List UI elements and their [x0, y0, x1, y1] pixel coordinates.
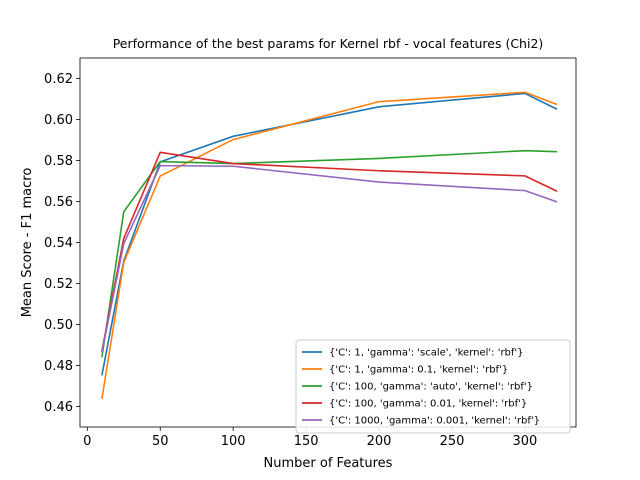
x-tick-label: 100	[221, 434, 246, 449]
y-tick-label: 0.50	[44, 318, 73, 333]
legend-label: {'C': 1000, 'gamma': 0.001, 'kernel': 'r…	[329, 416, 540, 427]
y-tick-label: 0.58	[44, 154, 73, 169]
y-tick-label: 0.46	[44, 400, 73, 415]
x-tick-label: 50	[152, 434, 169, 449]
series-line	[101, 164, 558, 353]
legend-label: {'C': 1, 'gamma': 'scale', 'kernel': 'rb…	[329, 348, 524, 359]
y-axis: 0.46 0.48 0.50 0.52 0.54 0.56 0.58 0.60 0.62	[44, 72, 80, 415]
legend-box	[295, 339, 571, 434]
y-tick-label: 0.54	[44, 236, 73, 251]
y-tick-label: 0.60	[44, 113, 73, 128]
series-line	[101, 151, 558, 352]
x-tick-label: 300	[513, 434, 538, 449]
x-axis: 0 50 100 150 200 250 300	[83, 427, 537, 449]
legend-label: {'C': 100, 'gamma': 'auto', 'kernel': 'r…	[329, 382, 533, 393]
y-tick-label: 0.56	[44, 195, 73, 210]
x-tick-label: 250	[440, 434, 465, 449]
chart-title: Performance of the best params for Kerne…	[113, 36, 544, 51]
y-tick-label: 0.48	[44, 359, 73, 374]
y-tick-label: 0.62	[44, 72, 73, 87]
x-tick-label: 200	[367, 434, 392, 449]
y-axis-title: Mean Score - F1 macro	[20, 168, 35, 318]
legend: {'C': 1, 'gamma': 'scale', 'kernel': 'rb…	[295, 339, 571, 434]
series-lines	[101, 91, 558, 400]
series-line	[101, 91, 558, 400]
legend-label: {'C': 100, 'gamma': 0.01, 'kernel': 'rbf…	[329, 399, 527, 410]
x-tick-label: 0	[83, 434, 91, 449]
x-tick-label: 150	[294, 434, 319, 449]
y-tick-label: 0.52	[44, 277, 73, 292]
legend-label: {'C': 1, 'gamma': 0.1, 'kernel': 'rbf'}	[329, 365, 508, 376]
x-axis-title: Number of Features	[264, 456, 393, 471]
